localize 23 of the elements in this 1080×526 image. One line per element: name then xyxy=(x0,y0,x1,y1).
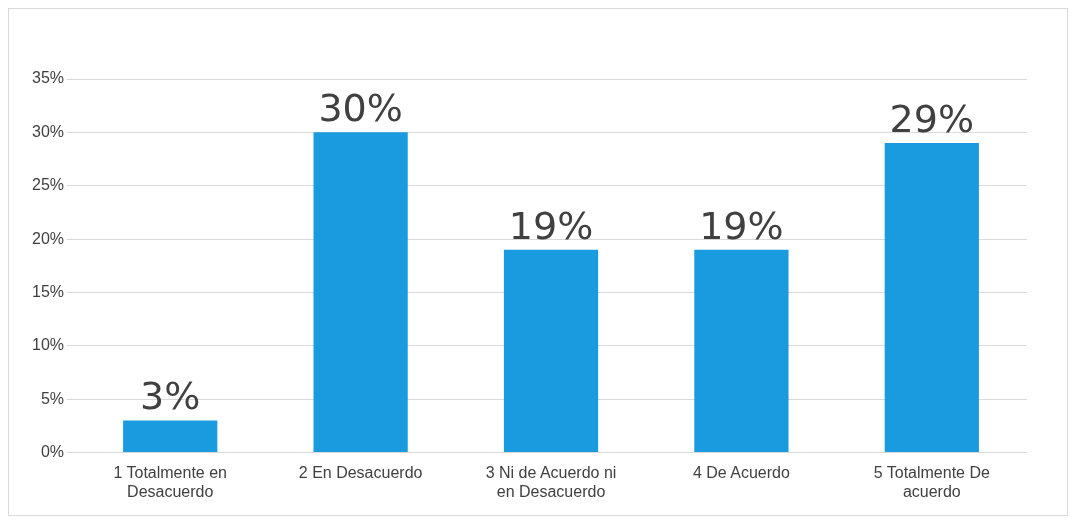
x-tick-label: 3 Ni de Acuerdo ni en Desacuerdo xyxy=(485,463,617,500)
y-tick-label: 35% xyxy=(31,69,65,87)
x-tick-label: 4 De Acuerdo xyxy=(692,463,790,481)
data-label: 19% xyxy=(699,203,784,248)
y-tick-label: 5% xyxy=(40,389,65,407)
data-label: 19% xyxy=(508,203,594,248)
y-tick-label: 15% xyxy=(31,282,65,300)
bar xyxy=(123,420,218,453)
data-label: 3% xyxy=(140,374,201,419)
bar xyxy=(503,249,599,453)
data-label: 29% xyxy=(889,96,975,141)
data-label: 30% xyxy=(318,86,403,131)
y-tick-label: 0% xyxy=(40,443,65,461)
y-tick-label: 10% xyxy=(31,336,65,354)
y-tick-label: 25% xyxy=(31,176,65,194)
y-tick-label: 20% xyxy=(31,229,65,247)
bar xyxy=(313,132,408,453)
x-tick-label: 2 En Desacuerdo xyxy=(298,463,423,481)
y-tick-label: 30% xyxy=(31,122,65,140)
x-tick-label: 5 Totalmente De acuerdo xyxy=(873,463,991,500)
x-tick-label: 1 Totalmente en Desacuerdo xyxy=(113,463,227,500)
bar xyxy=(884,143,979,453)
bar xyxy=(694,249,789,453)
